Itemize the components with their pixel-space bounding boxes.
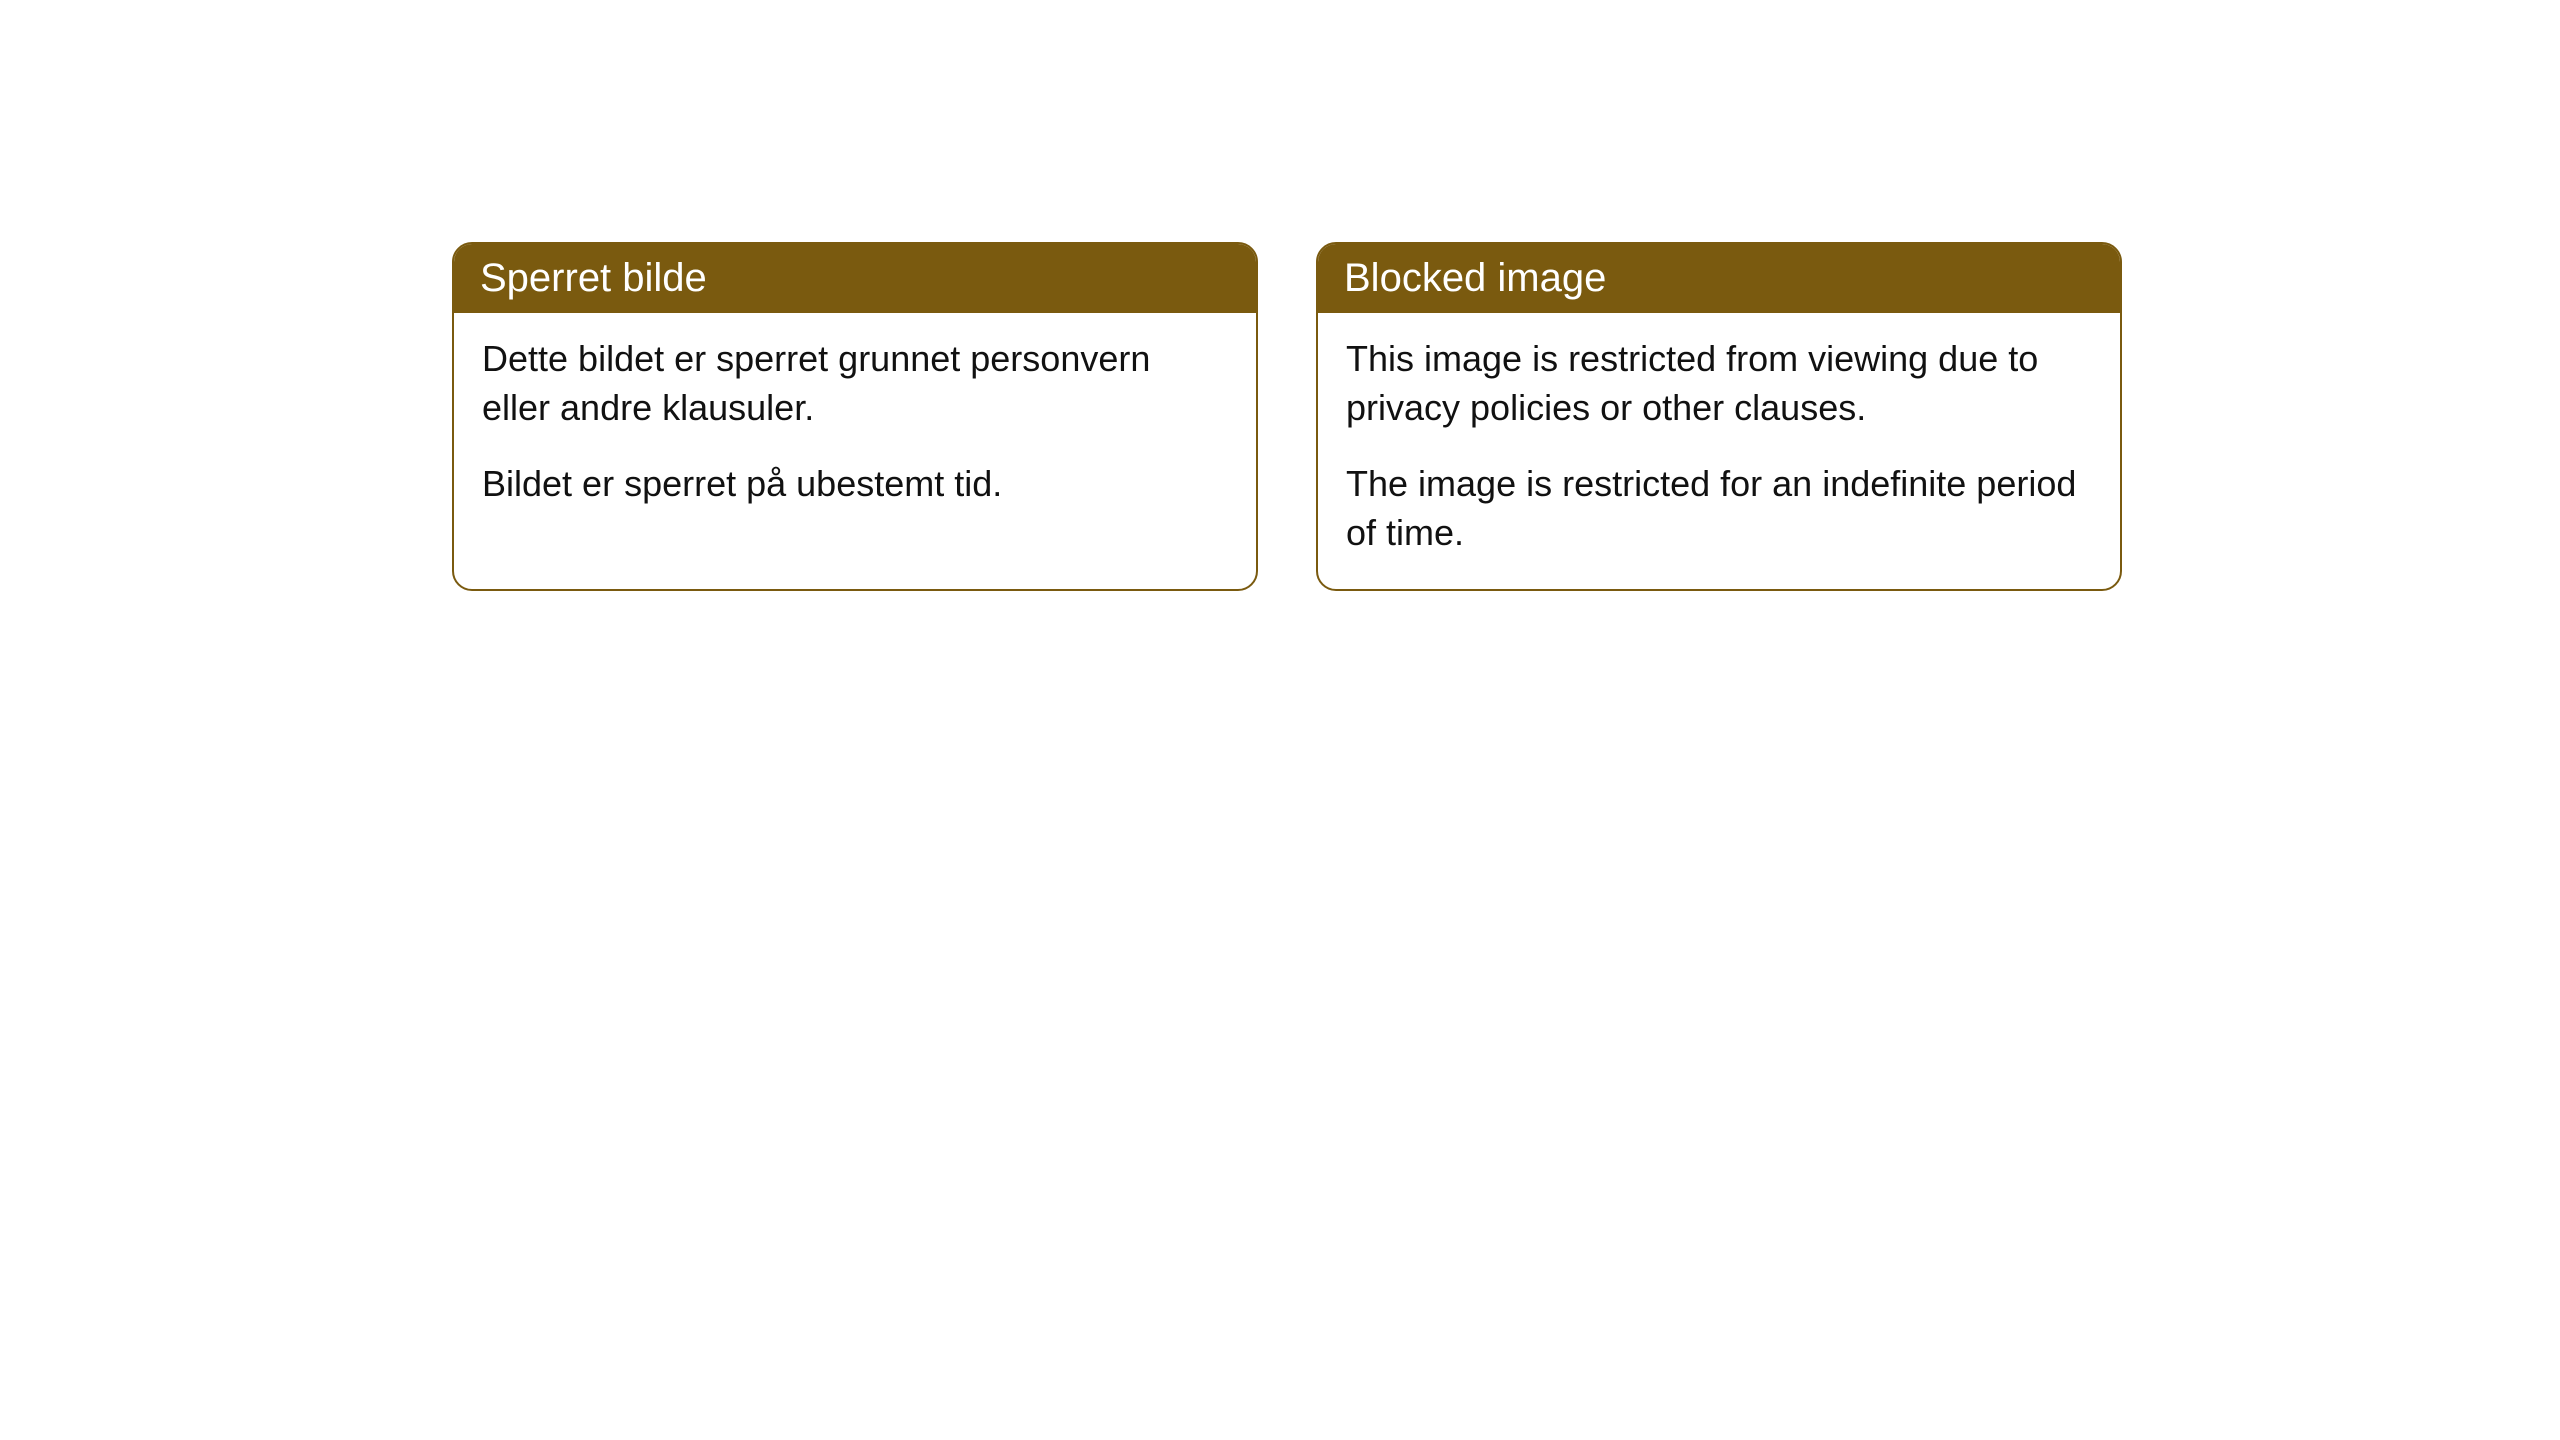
card-paragraph: This image is restricted from viewing du… — [1346, 335, 2092, 432]
card-title: Blocked image — [1318, 244, 2120, 313]
card-title: Sperret bilde — [454, 244, 1256, 313]
blocked-image-card-norwegian: Sperret bilde Dette bildet er sperret gr… — [452, 242, 1258, 591]
card-paragraph: Dette bildet er sperret grunnet personve… — [482, 335, 1228, 432]
card-paragraph: Bildet er sperret på ubestemt tid. — [482, 460, 1228, 509]
card-body: Dette bildet er sperret grunnet personve… — [454, 313, 1256, 541]
card-body: This image is restricted from viewing du… — [1318, 313, 2120, 589]
card-paragraph: The image is restricted for an indefinit… — [1346, 460, 2092, 557]
blocked-image-card-english: Blocked image This image is restricted f… — [1316, 242, 2122, 591]
notice-cards-container: Sperret bilde Dette bildet er sperret gr… — [452, 242, 2560, 591]
